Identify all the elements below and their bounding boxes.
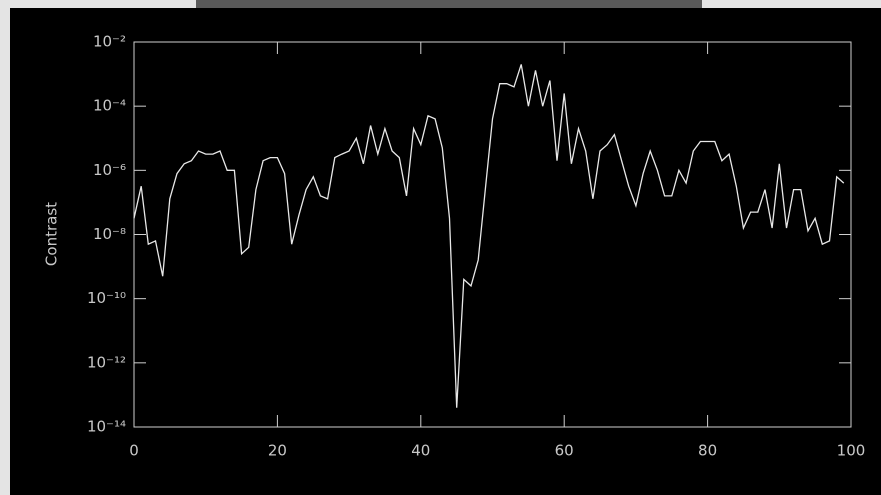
page: {"chart_data": {"type": "line", "y_label… — [0, 0, 881, 495]
y-tick-label: 10⁻¹² — [87, 353, 126, 371]
x-tick-label: 60 — [555, 442, 574, 460]
y-tick-label: 10⁻⁶ — [93, 161, 126, 179]
y-tick-label: 10⁻⁸ — [93, 225, 126, 243]
y-tick-label: 10⁻² — [93, 33, 126, 51]
y-axis-label: Contrast — [43, 202, 61, 266]
plot-panel — [10, 8, 881, 495]
x-tick-label: 40 — [411, 442, 430, 460]
x-tick-label: 0 — [129, 442, 139, 460]
chart: Contrast 10⁻¹⁴ 10⁻¹² 10⁻¹⁰ 10⁻⁸ 10⁻⁶ 10⁻⁴ 10⁻²… — [0, 0, 881, 495]
x-tick-label: 100 — [837, 442, 866, 460]
y-tick-label: 10⁻⁴ — [93, 97, 126, 115]
x-tick-label: 20 — [268, 442, 287, 460]
y-tick-label: 10⁻¹⁴ — [87, 418, 126, 436]
y-tick-label: 10⁻¹⁰ — [87, 289, 126, 307]
x-tick-label: 80 — [698, 442, 717, 460]
image-strip — [196, 0, 702, 9]
